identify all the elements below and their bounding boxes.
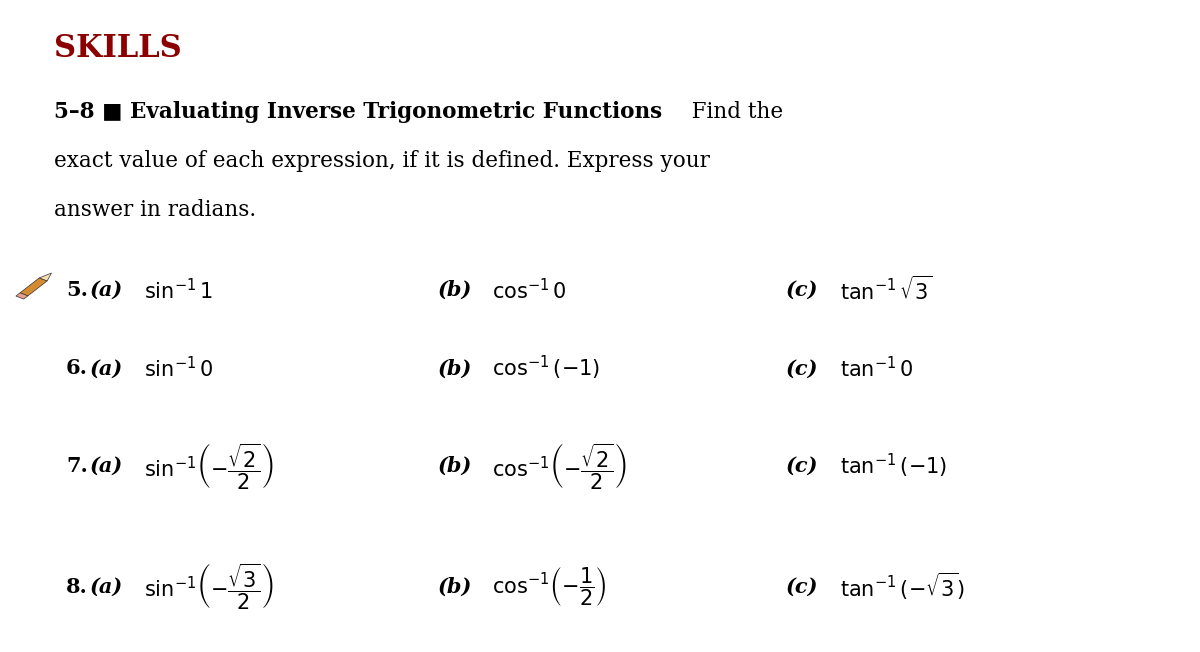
Text: SKILLS: SKILLS bbox=[54, 33, 181, 64]
Text: 5–8 ■ Evaluating Inverse Trigonometric Functions: 5–8 ■ Evaluating Inverse Trigonometric F… bbox=[54, 101, 662, 123]
Text: (a): (a) bbox=[90, 577, 124, 597]
Text: $\sin^{-1}\!\left(-\dfrac{\sqrt{2}}{2}\right)$: $\sin^{-1}\!\left(-\dfrac{\sqrt{2}}{2}\r… bbox=[144, 441, 274, 492]
Text: (c): (c) bbox=[786, 577, 818, 597]
Text: 8.: 8. bbox=[66, 577, 88, 597]
Text: 7.: 7. bbox=[66, 456, 88, 476]
Text: (a): (a) bbox=[90, 280, 124, 300]
Text: $\sin^{-1}0$: $\sin^{-1}0$ bbox=[144, 356, 214, 381]
Text: $\cos^{-1}\!\left(-\dfrac{1}{2}\right)$: $\cos^{-1}\!\left(-\dfrac{1}{2}\right)$ bbox=[492, 565, 607, 608]
Text: (b): (b) bbox=[438, 280, 473, 300]
Text: $\tan^{-1}(-1)$: $\tan^{-1}(-1)$ bbox=[840, 452, 947, 481]
Text: (b): (b) bbox=[438, 456, 473, 476]
Text: $\cos^{-1}(-1)$: $\cos^{-1}(-1)$ bbox=[492, 354, 600, 383]
Text: 6.: 6. bbox=[66, 359, 88, 378]
Text: (b): (b) bbox=[438, 359, 473, 378]
Text: (c): (c) bbox=[786, 456, 818, 476]
Text: $\tan^{-1}\sqrt{3}$: $\tan^{-1}\sqrt{3}$ bbox=[840, 276, 932, 304]
Text: $\cos^{-1}0$: $\cos^{-1}0$ bbox=[492, 278, 566, 303]
Text: (c): (c) bbox=[786, 359, 818, 378]
Polygon shape bbox=[40, 273, 52, 281]
Text: 5.: 5. bbox=[66, 280, 88, 300]
Text: $\cos^{-1}\!\left(-\dfrac{\sqrt{2}}{2}\right)$: $\cos^{-1}\!\left(-\dfrac{\sqrt{2}}{2}\r… bbox=[492, 441, 626, 492]
Text: $\tan^{-1}(-\sqrt{3})$: $\tan^{-1}(-\sqrt{3})$ bbox=[840, 571, 965, 602]
Text: (b): (b) bbox=[438, 577, 473, 597]
Polygon shape bbox=[16, 293, 28, 299]
Text: (c): (c) bbox=[786, 280, 818, 300]
Text: exact value of each expression, if it is defined. Express your: exact value of each expression, if it is… bbox=[54, 150, 710, 172]
Text: Find the: Find the bbox=[678, 101, 784, 123]
Text: (a): (a) bbox=[90, 359, 124, 378]
Text: answer in radians.: answer in radians. bbox=[54, 199, 256, 221]
Polygon shape bbox=[20, 278, 47, 296]
Text: $\tan^{-1}0$: $\tan^{-1}0$ bbox=[840, 356, 914, 381]
Text: $\sin^{-1}1$: $\sin^{-1}1$ bbox=[144, 278, 214, 303]
Text: $\sin^{-1}\!\left(-\dfrac{\sqrt{3}}{2}\right)$: $\sin^{-1}\!\left(-\dfrac{\sqrt{3}}{2}\r… bbox=[144, 561, 274, 612]
Text: (a): (a) bbox=[90, 456, 124, 476]
